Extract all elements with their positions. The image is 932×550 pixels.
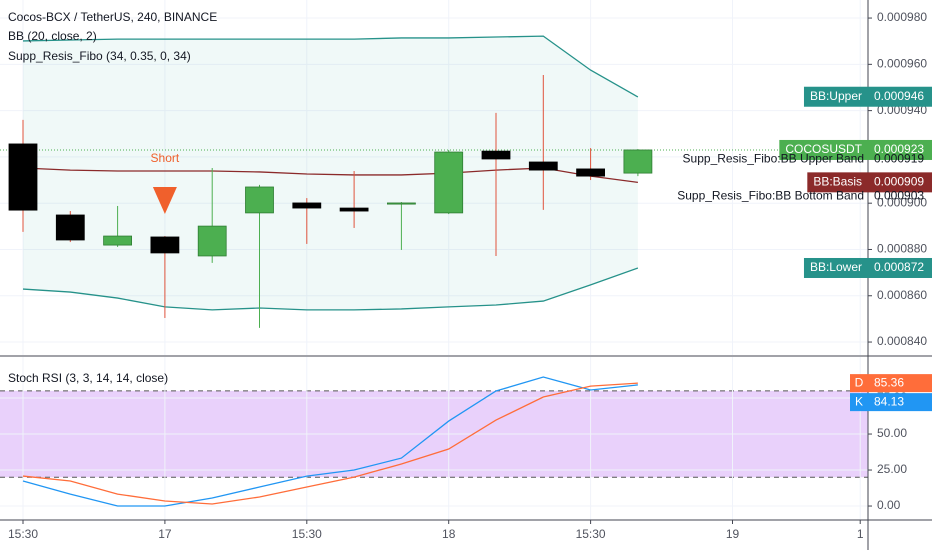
candle-body	[386, 202, 416, 205]
line-series	[22, 376, 638, 507]
value-badge	[868, 374, 932, 393]
y-tick-label: 0.000960	[877, 57, 927, 71]
price-badge-name: BB:Lower	[810, 260, 862, 274]
x-tick-label: 15:30	[8, 527, 38, 541]
legend-line: BB (20, close, 2)	[8, 29, 97, 43]
value-badge-name-box	[850, 393, 868, 412]
legend-line: Supp_Resis_Fibo (34, 0.35, 0, 34)	[8, 49, 191, 63]
price-label-value: 0.000919	[874, 151, 924, 165]
value-badge	[868, 393, 932, 412]
value-badge-label: 85.36	[874, 375, 904, 389]
price-badge-value: 0.000946	[874, 89, 924, 103]
candle-body	[434, 151, 464, 214]
signal-label: Short	[151, 151, 180, 165]
x-tick-label: 15:30	[576, 527, 606, 541]
chart-title: Cocos-BCX / TetherUS, 240, BINANCE	[8, 10, 217, 24]
candle-body	[576, 168, 605, 177]
price-badge-name-box	[803, 257, 868, 278]
candle-body	[150, 236, 180, 254]
x-tick-label: 15:30	[292, 527, 322, 541]
line-series	[22, 35, 639, 98]
x-tick-label: 17	[158, 527, 172, 541]
candle-body	[8, 143, 38, 211]
price-badge	[868, 172, 932, 193]
price-badge	[868, 86, 932, 107]
price-badge-name-box	[779, 139, 868, 160]
value-badge-name-box	[850, 374, 868, 393]
value-badge-label: 84.13	[874, 394, 904, 408]
price-badge-value: 0.000872	[874, 260, 924, 274]
price-badge-name: BB:Basis	[813, 175, 862, 189]
plot	[0, 35, 868, 507]
candle-body	[103, 235, 132, 246]
line-series	[22, 267, 639, 311]
price-label-name: Supp_Resis_Fibo:BB Bottom Band	[677, 188, 864, 202]
price-badge	[868, 139, 932, 160]
price-label-value: 0.000903	[874, 188, 924, 202]
candle-body	[197, 225, 227, 257]
y-tick-label: 0.000860	[877, 288, 927, 302]
candle-body	[245, 186, 274, 214]
y-tick-label: 0.000840	[877, 334, 927, 348]
candle-body	[339, 207, 369, 212]
x-tick-label: 19	[726, 527, 740, 541]
y-tick-label: 25.00	[877, 462, 907, 476]
price-badge-name-box	[803, 86, 868, 107]
candle-body	[55, 214, 85, 241]
candle-body	[623, 149, 653, 174]
y-tick-label: 0.000880	[877, 242, 927, 256]
y-tick-label: 0.00	[877, 498, 901, 512]
y-tick-label: 0.000980	[877, 10, 927, 24]
y-tick-label: 50.00	[877, 426, 907, 440]
x-tick-label: 1	[857, 527, 864, 541]
legend-entry: D	[855, 375, 864, 389]
price-badge-name: COCOSUSDT	[785, 142, 862, 156]
price-badge-value: 0.000923	[874, 142, 924, 156]
candle-body	[481, 150, 511, 160]
price-badge-name-box	[807, 172, 868, 193]
price-badge	[868, 257, 932, 278]
price-badge-value: 0.000909	[874, 175, 924, 189]
band-fill	[23, 36, 638, 310]
price-badge-name: BB:Upper	[810, 89, 862, 103]
price-label-name: Supp_Resis_Fibo:BB Upper Band	[683, 151, 864, 165]
signal-marker	[152, 187, 177, 215]
pane-title: Stoch RSI (3, 3, 14, 14, close)	[8, 371, 168, 385]
labels: Cocos-BCX / TetherUS, 240, BINANCE BB (2…	[8, 10, 932, 541]
candle-body	[528, 161, 558, 171]
y-tick-label: 0.000900	[877, 195, 927, 209]
line-series	[22, 382, 638, 505]
x-tick-label: 18	[442, 527, 456, 541]
legend-entry: K	[855, 394, 863, 408]
candle-body	[292, 202, 322, 209]
